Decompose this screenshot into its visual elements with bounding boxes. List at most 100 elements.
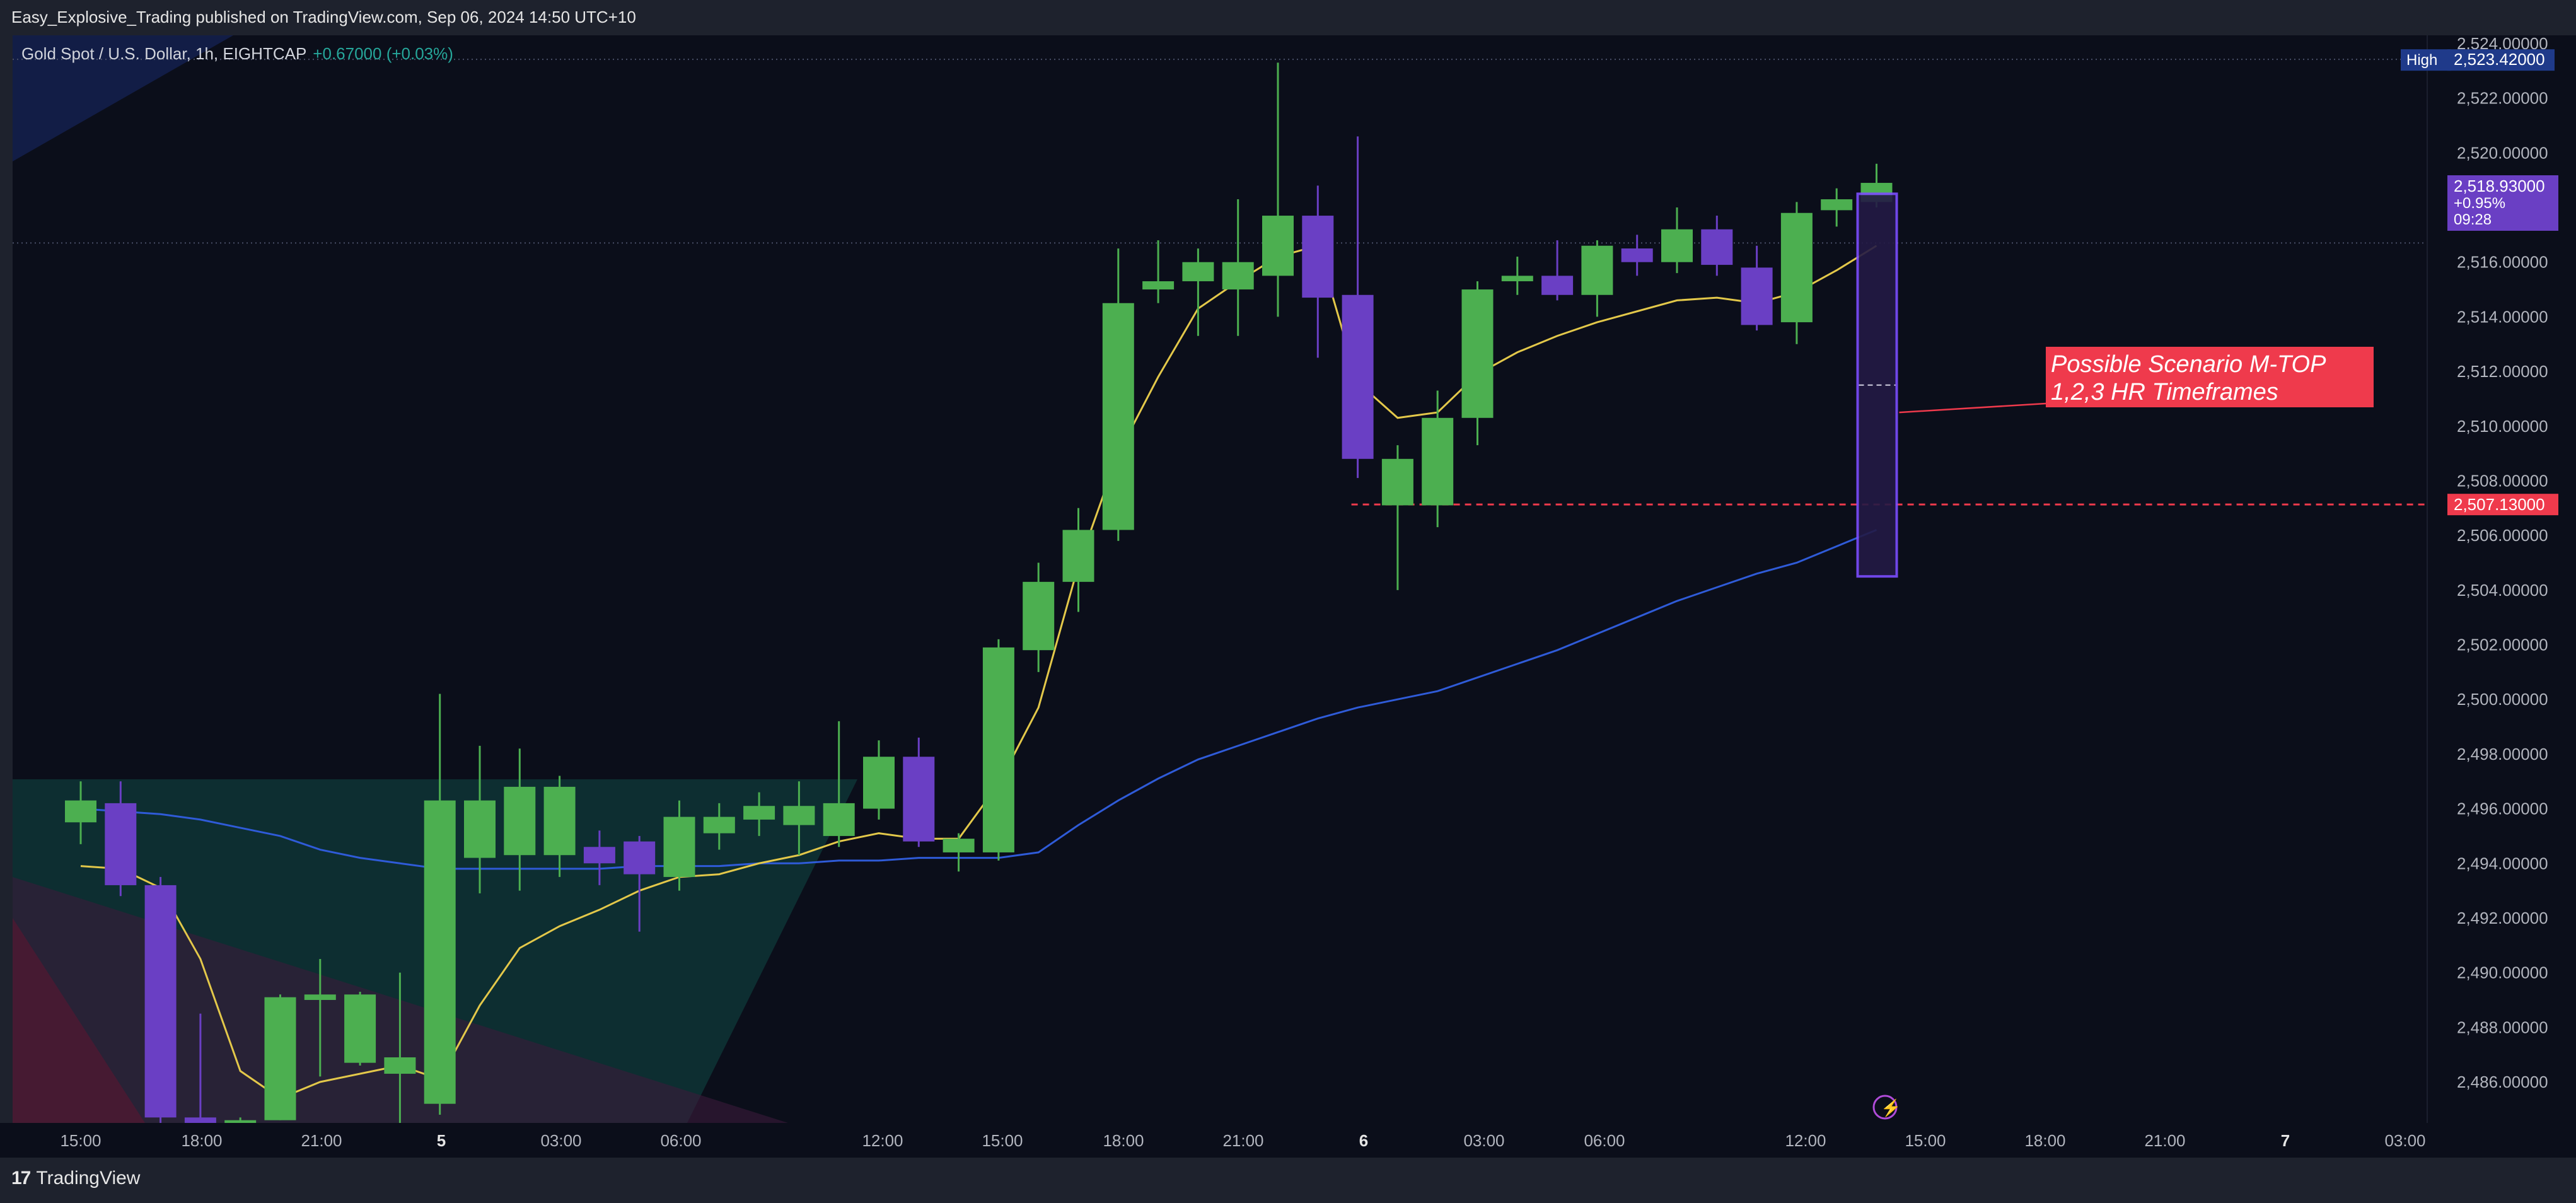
candle bbox=[543, 776, 576, 877]
candle bbox=[224, 1117, 257, 1123]
candle-body bbox=[903, 757, 935, 842]
x-tick-label: 5 bbox=[437, 1131, 446, 1150]
candle-body bbox=[1661, 229, 1693, 262]
candle-body bbox=[105, 803, 137, 885]
candle bbox=[1023, 562, 1055, 672]
candle-body bbox=[1262, 216, 1294, 276]
candle-body bbox=[384, 1057, 416, 1074]
candle-body bbox=[1102, 303, 1134, 530]
candle bbox=[1182, 248, 1214, 336]
y-tick-label: 2,514.00000 bbox=[2457, 307, 2548, 326]
candle bbox=[264, 994, 296, 1120]
candle-body bbox=[863, 757, 895, 809]
candle bbox=[1142, 240, 1175, 303]
last-change-label: +0.95% bbox=[2454, 195, 2505, 212]
candle-body bbox=[743, 806, 775, 820]
x-tick-label: 21:00 bbox=[301, 1131, 342, 1150]
x-tick-label: 03:00 bbox=[2384, 1131, 2425, 1150]
crimson-zone bbox=[13, 918, 145, 1123]
candle-body bbox=[224, 1120, 257, 1123]
candle bbox=[1062, 508, 1094, 612]
y-tick-label: 2,492.00000 bbox=[2457, 909, 2548, 927]
candle bbox=[703, 803, 735, 850]
candle-body bbox=[583, 847, 615, 864]
candle-body bbox=[823, 803, 855, 836]
candle bbox=[424, 694, 456, 1115]
candle bbox=[304, 958, 336, 1077]
candle-body bbox=[982, 647, 1014, 852]
annotation-arrow bbox=[1899, 402, 2046, 414]
candle bbox=[863, 740, 895, 820]
candle bbox=[624, 835, 656, 932]
y-tick-label: 2,508.00000 bbox=[2457, 471, 2548, 490]
candle-body bbox=[703, 817, 735, 834]
candle bbox=[144, 876, 177, 1123]
candle-body bbox=[1182, 262, 1214, 282]
candle bbox=[1262, 62, 1294, 317]
annotation-box bbox=[2046, 347, 2374, 407]
candle-body bbox=[1621, 248, 1653, 262]
candle-body bbox=[943, 839, 975, 852]
candle bbox=[1701, 216, 1733, 276]
candle-body bbox=[1342, 294, 1374, 459]
candle bbox=[1821, 188, 1853, 227]
symbol-legend: Gold Spot / U.S. Dollar, 1h, EIGHTCAP +0.… bbox=[21, 44, 453, 64]
candle-body bbox=[1222, 262, 1254, 290]
candle-body bbox=[1422, 417, 1454, 506]
y-tick-label: 2,512.00000 bbox=[2457, 362, 2548, 381]
candle-body bbox=[1780, 212, 1813, 323]
candle bbox=[943, 833, 975, 872]
lightning-icon-ring bbox=[1872, 1095, 1898, 1120]
candle bbox=[1102, 248, 1134, 541]
candle-body bbox=[424, 800, 456, 1104]
candle bbox=[982, 639, 1014, 861]
x-tick-label: 6 bbox=[1359, 1131, 1368, 1150]
y-tick-label: 2,498.00000 bbox=[2457, 745, 2548, 764]
symbol-name: Gold Spot / U.S. Dollar, 1h, EIGHTCAP bbox=[21, 44, 307, 63]
y-tick-label: 2,500.00000 bbox=[2457, 690, 2548, 709]
candle bbox=[1342, 136, 1374, 479]
time-axis-bg bbox=[0, 1123, 2576, 1158]
y-tick-label: 2,502.00000 bbox=[2457, 636, 2548, 654]
candle-body bbox=[1381, 458, 1413, 506]
candle-body bbox=[663, 817, 695, 877]
candle-body bbox=[1821, 199, 1853, 211]
x-tick-label: 7 bbox=[2281, 1131, 2290, 1150]
candle-body bbox=[344, 994, 376, 1063]
x-tick-label: 21:00 bbox=[1222, 1131, 1263, 1150]
x-tick-label: 12:00 bbox=[1785, 1131, 1826, 1150]
candle-body bbox=[1701, 229, 1733, 265]
support-value-bg bbox=[2447, 494, 2558, 516]
candle bbox=[1780, 202, 1813, 344]
tradingview-logo[interactable]: 17 TradingView bbox=[11, 1168, 140, 1189]
countdown-label: 09:28 bbox=[2454, 211, 2492, 228]
x-tick-label: 12:00 bbox=[862, 1131, 903, 1150]
candle bbox=[663, 800, 695, 891]
x-tick-label: 18:00 bbox=[1103, 1131, 1144, 1150]
blue-zone bbox=[13, 35, 233, 161]
candle bbox=[1621, 235, 1653, 276]
candle bbox=[1661, 207, 1693, 274]
high-tag-label: High bbox=[2406, 52, 2437, 69]
support-value-label: 2,507.13000 bbox=[2454, 495, 2545, 514]
x-tick-label: 03:00 bbox=[540, 1131, 581, 1150]
y-tick-label: 2,496.00000 bbox=[2457, 799, 2548, 818]
candle bbox=[1422, 390, 1454, 528]
last-price-label: 2,518.93000 bbox=[2454, 177, 2545, 195]
high-value-label: 2,523.42000 bbox=[2454, 50, 2545, 69]
candle bbox=[65, 781, 96, 844]
candle-body bbox=[1062, 530, 1094, 582]
candle bbox=[105, 781, 137, 897]
x-tick-label: 03:00 bbox=[1463, 1131, 1504, 1150]
y-tick-label: 2,516.00000 bbox=[2457, 253, 2548, 272]
candle-body bbox=[264, 997, 296, 1120]
candle bbox=[504, 748, 536, 891]
last-price-bg bbox=[2447, 175, 2558, 231]
candle-body bbox=[624, 841, 656, 875]
x-tick-label: 18:00 bbox=[2024, 1131, 2065, 1150]
lightning-icon: ⚡ bbox=[1872, 1095, 1901, 1120]
x-tick-label: 15:00 bbox=[1905, 1131, 1946, 1150]
brand-label: TradingView bbox=[36, 1168, 141, 1188]
candle bbox=[1581, 240, 1613, 317]
